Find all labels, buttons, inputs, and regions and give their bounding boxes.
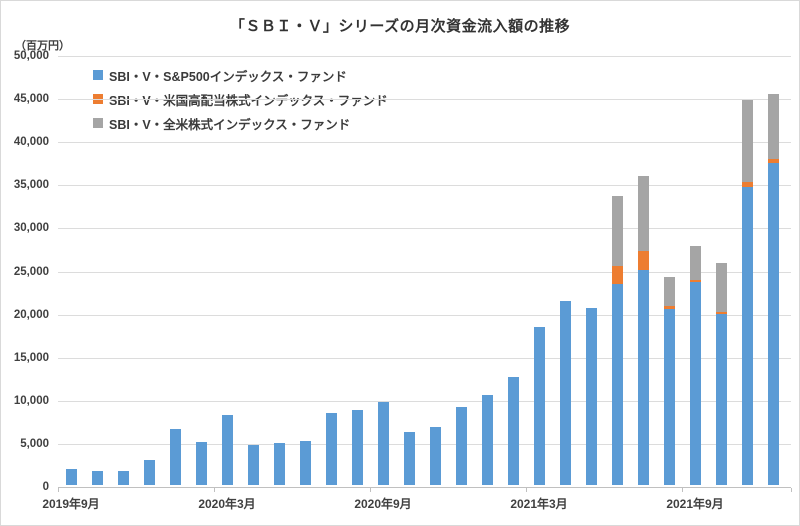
gridline xyxy=(58,314,791,316)
y-axis-unit-label: （百万円） xyxy=(15,40,70,52)
bar-segment-sp500 xyxy=(663,309,675,485)
x-axis-tick-label: 2020年9月 xyxy=(354,497,412,511)
y-axis-tick-label: 30,000 xyxy=(13,222,49,235)
bar-segment-sp500 xyxy=(169,428,181,485)
bar-segment-kohaito xyxy=(715,311,727,315)
y-axis-tick-label: 10,000 xyxy=(13,394,49,407)
bar-segment-zenbei xyxy=(637,176,649,252)
gridline xyxy=(58,271,791,273)
bar-segment-sp500 xyxy=(195,441,207,485)
y-axis-tick-label: 40,000 xyxy=(13,136,49,149)
bar-segment-sp500 xyxy=(273,442,285,485)
bar-segment-sp500 xyxy=(481,395,493,485)
y-axis-tick-label: 20,000 xyxy=(13,308,49,321)
x-axis-tick-label: 2019年9月 xyxy=(42,497,100,511)
gridline xyxy=(58,185,791,187)
legend-item: SBI・V・米国高配当株式インデックス・ファンド xyxy=(93,87,388,111)
x-axis-line xyxy=(58,487,791,488)
bar-segment-sp500 xyxy=(247,445,259,485)
legend-label: SBI・V・米国高配当株式インデックス・ファンド xyxy=(109,93,388,108)
bar-segment-sp500 xyxy=(65,469,77,485)
gridline xyxy=(58,400,791,402)
bar-segment-sp500 xyxy=(117,471,129,485)
chart-title: 「ＳＢＩ・Ｖ」シリーズの月次資金流入額の推移 xyxy=(229,18,571,35)
bar-segment-zenbei xyxy=(663,277,675,306)
bar-segment-zenbei xyxy=(689,246,701,280)
bar-segment-sp500 xyxy=(507,377,519,485)
y-axis-tick-label: 35,000 xyxy=(13,179,49,192)
bar-segment-sp500 xyxy=(91,471,103,485)
bar-segment-sp500 xyxy=(403,432,415,485)
gridline xyxy=(58,228,791,230)
bar-segment-kohaito xyxy=(689,279,701,283)
bar-segment-zenbei xyxy=(767,93,779,160)
bar-segment-sp500 xyxy=(325,412,337,485)
y-axis-tick-label: 15,000 xyxy=(13,351,49,364)
bar-segment-sp500 xyxy=(741,186,753,485)
gridline xyxy=(58,357,791,359)
y-axis-tick-label: 0 xyxy=(42,481,49,493)
legend-swatch-icon xyxy=(93,118,103,128)
x-axis-tick-label: 2021年3月 xyxy=(510,497,568,511)
x-axis-tick-label: 2020年3月 xyxy=(198,497,256,511)
legend-label: SBI・V・S&P500インデックス・ファンド xyxy=(109,69,347,84)
legend-label: SBI・V・全米株式インデックス・ファンド xyxy=(109,117,351,132)
gridline xyxy=(58,99,791,101)
gridline xyxy=(58,142,791,144)
bar-segment-sp500 xyxy=(767,163,779,485)
x-axis-tick xyxy=(58,488,59,492)
bar-segment-sp500 xyxy=(585,308,597,485)
bar-segment-zenbei xyxy=(741,99,753,182)
legend-item: SBI・V・全米株式インデックス・ファンド xyxy=(93,111,388,135)
x-axis-tick xyxy=(791,488,792,492)
bar-segment-sp500 xyxy=(143,460,155,485)
bar-segment-sp500 xyxy=(221,415,233,485)
legend: SBI・V・S&P500インデックス・ファンド SBI・V・米国高配当株式インデッ… xyxy=(93,63,388,135)
y-axis-tick-label: 5,000 xyxy=(20,437,49,450)
bar-segment-sp500 xyxy=(377,402,389,485)
bar-segment-sp500 xyxy=(715,314,727,485)
legend-item: SBI・V・S&P500インデックス・ファンド xyxy=(93,63,388,87)
gridline xyxy=(58,443,791,445)
bar-segment-kohaito xyxy=(637,251,649,271)
bar-segment-kohaito xyxy=(767,159,779,164)
x-axis-tick xyxy=(370,488,371,492)
bar-segment-sp500 xyxy=(351,410,363,485)
legend-swatch-icon xyxy=(93,70,103,80)
bar-segment-sp500 xyxy=(299,441,311,485)
bar-segment-sp500 xyxy=(689,282,701,485)
x-axis-tick xyxy=(526,488,527,492)
bar-segment-kohaito xyxy=(611,266,623,285)
bar-segment-sp500 xyxy=(637,270,649,485)
legend-swatch-icon xyxy=(93,94,103,104)
bar-segment-sp500 xyxy=(429,427,441,485)
gridline xyxy=(58,56,791,57)
bar-segment-sp500 xyxy=(559,300,571,485)
y-axis-tick-label: 45,000 xyxy=(13,93,49,106)
bar-segment-zenbei xyxy=(715,262,727,312)
bar-segment-zenbei xyxy=(611,196,623,267)
bar-segment-sp500 xyxy=(455,406,467,485)
bar-segment-sp500 xyxy=(533,327,545,485)
y-axis-tick-label: 50,000 xyxy=(13,50,49,62)
x-axis-tick xyxy=(682,488,683,492)
bar-segment-kohaito xyxy=(741,181,753,187)
bar-segment-sp500 xyxy=(611,284,623,485)
x-axis-tick-label: 2021年9月 xyxy=(666,497,724,511)
x-axis-tick xyxy=(214,488,215,492)
bar-segment-kohaito xyxy=(663,305,675,310)
y-axis-tick-label: 25,000 xyxy=(13,265,49,278)
